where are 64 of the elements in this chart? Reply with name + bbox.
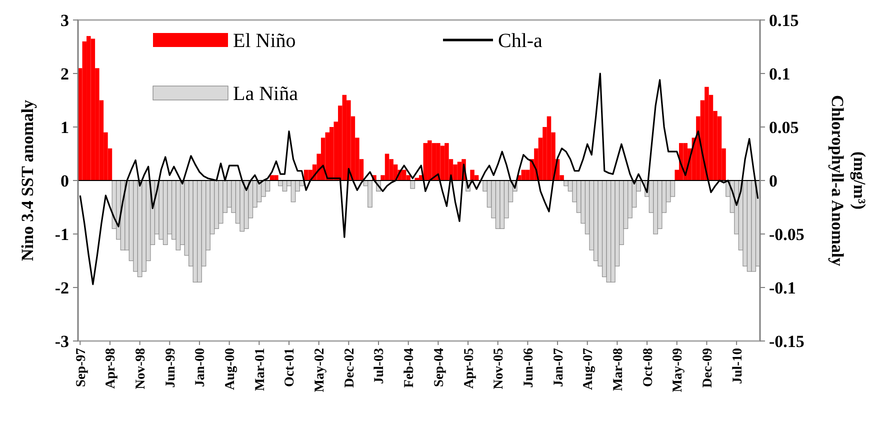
bar [90,38,96,180]
x-tick-label: Feb-04 [401,348,416,388]
legend-label: El Niño [233,30,296,52]
x-tick-label: Mar-08 [610,348,625,391]
bar [423,143,428,180]
bar [457,162,462,180]
bar [546,116,552,180]
y2-tick-label: -0.1 [769,278,796,298]
bar [342,94,347,180]
x-tick-label: Jun-06 [520,348,536,388]
bar [500,180,505,229]
line-series [79,72,759,286]
bar [197,180,202,282]
x-tick-label: Sep-97 [72,348,88,388]
x-tick-label: May-09 [670,348,685,392]
x-tick-label: Dec-09 [699,348,714,388]
bar [444,143,449,180]
y-axis-title: Nino 3.4 SST anomaly [18,99,37,262]
x-tick-label: Aug-00 [222,348,238,390]
x-tick-label: Mar-01 [252,348,267,391]
bar [410,180,416,189]
legend-label: Chl-a [498,30,543,52]
y-tick-label: 3 [60,10,69,30]
x-tick-label: Oct-08 [640,348,655,387]
x-tick-label: Apr-05 [460,348,476,389]
x-tick-label: Apr-98 [102,348,118,389]
y2-tick-label: 0.15 [769,10,799,30]
x-tick-label: Dec-02 [341,348,356,388]
x-tick-label: May-02 [312,348,327,392]
x-tick-label: Nov-98 [132,348,148,390]
y-tick-label: -1 [54,224,69,244]
bar [606,180,612,282]
bar [86,36,91,180]
x-tick-label: Oct-01 [282,348,297,387]
y2-tick-label: -0.05 [769,224,804,244]
x-tick-label: Jan-07 [550,348,566,388]
y-tick-label: -2 [54,278,69,298]
x-tick-label: Jun-99 [162,348,178,388]
bar [428,140,432,180]
y2-tick-label: 0.1 [769,64,790,84]
y2-tick-label: 0.05 [769,118,799,137]
legend-label: La Niña [233,83,298,105]
y2-tick-label: 0 [769,171,778,190]
bar [751,180,756,272]
bar [176,180,181,250]
x-tick-label: Sep-04 [430,348,446,388]
bar [440,146,445,180]
bar [274,175,278,180]
y-tick-label: 2 [60,64,69,84]
bar [704,86,709,180]
x-tick-label: Jul-03 [371,348,386,384]
y-tick-label: 1 [60,118,69,137]
x-tick-label: Nov-05 [490,348,506,390]
x-tick-label: Jul-10 [729,348,744,384]
y-tick-label: -3 [54,332,69,351]
bar [384,154,390,180]
x-tick-label: Jan-00 [192,348,208,388]
bar [470,170,474,180]
bar [436,143,440,180]
x-tick-label: Aug-07 [580,348,596,390]
y2-axis-title: Chlorophyll-a Anomaly (mg/m³) [828,94,869,267]
y2-tick-label: -0.15 [769,332,804,351]
bar [368,180,372,208]
y-tick-label: 0 [60,171,69,190]
